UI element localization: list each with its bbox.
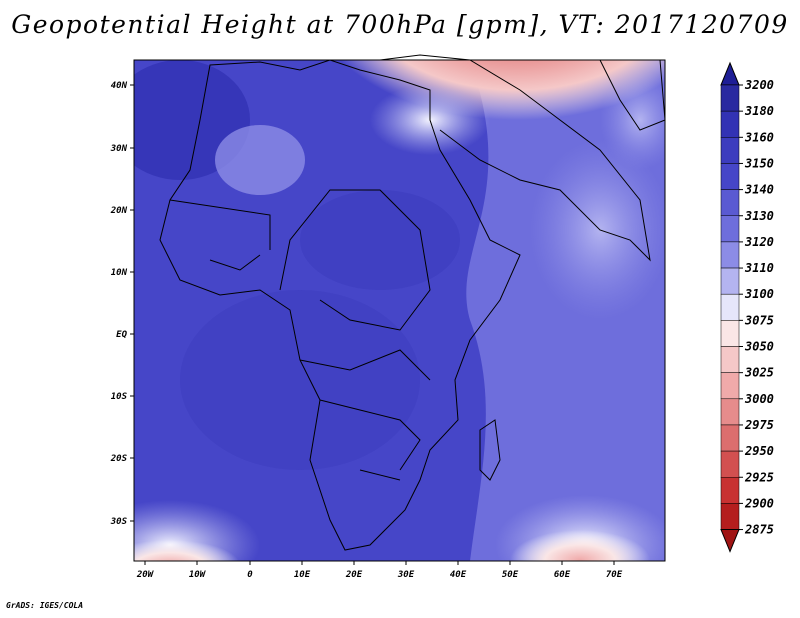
colorbar-label: 2875 xyxy=(744,523,774,537)
x-tick-label: 40E xyxy=(450,570,467,580)
map-title: Geopotential Height at 700hPa [gpm], VT:… xyxy=(11,10,789,39)
colorbar-label: 3000 xyxy=(744,392,774,406)
colorbar-label: 2950 xyxy=(744,444,774,458)
y-tick-label: 40N xyxy=(111,81,128,91)
colorbar-swatch xyxy=(720,398,740,426)
x-tick-label: 70E xyxy=(606,570,623,580)
colorbar-label: 3140 xyxy=(744,183,774,197)
x-tick-label: 20E xyxy=(345,570,363,580)
x-tick-label: 30E xyxy=(397,570,415,580)
colorbar-label: 2900 xyxy=(744,496,774,510)
geopotential-field xyxy=(134,60,665,561)
y-tick-label: 10S xyxy=(111,392,128,402)
colorbar-label: 3050 xyxy=(744,340,774,354)
colorbar-label: 3180 xyxy=(744,104,774,118)
colorbar-swatch xyxy=(720,503,740,530)
x-tick-label: 10W xyxy=(189,570,207,580)
colorbar-label: 3160 xyxy=(744,130,774,144)
colorbar-swatch xyxy=(720,320,740,347)
y-tick-label: 10N xyxy=(111,268,128,278)
map-frame xyxy=(133,59,666,562)
colorbar-swatch xyxy=(720,215,740,243)
colorbar-label: 3075 xyxy=(744,313,774,327)
colorbar-top-arrow xyxy=(720,61,740,86)
colorbar-label: 3100 xyxy=(744,287,774,301)
colorbar-swatch xyxy=(720,189,740,217)
y-tick-label: 30S xyxy=(110,517,128,527)
colorbar-label: 2925 xyxy=(744,470,774,484)
colorbar-label: 2975 xyxy=(744,418,774,432)
colorbar-swatch xyxy=(720,110,740,138)
colorbar-swatch xyxy=(720,424,740,452)
x-axis-ticks: 20W 10W 0 10E 20E 30E 40E 50E 60E 70E xyxy=(136,561,623,580)
x-tick-label: 20W xyxy=(136,570,155,580)
y-tick-label: 30N xyxy=(110,144,128,154)
colorbar-label: 3150 xyxy=(744,156,774,170)
colorbar-swatch xyxy=(720,267,740,295)
colorbar-swatch xyxy=(720,84,740,112)
x-tick-label: 0 xyxy=(247,570,253,580)
x-tick-label: 10E xyxy=(294,570,311,580)
colorbar-label: 3110 xyxy=(744,261,774,275)
colorbar-swatch xyxy=(720,293,740,321)
y-tick-label: 20S xyxy=(110,454,128,464)
colorbar-label: 3120 xyxy=(744,235,774,249)
colorbar-swatch xyxy=(720,346,740,373)
y-tick-label: 20N xyxy=(110,206,128,216)
colorbar-label: 3200 xyxy=(744,78,774,92)
colorbar-swatch xyxy=(720,450,740,478)
colorbar-label: 3130 xyxy=(744,209,774,223)
colorbar-label: 3025 xyxy=(744,366,774,380)
colorbar-swatch xyxy=(720,372,740,400)
y-tick-label: EQ xyxy=(116,330,127,340)
colorbar-swatch xyxy=(720,163,740,190)
coastlines xyxy=(159,54,666,551)
y-axis-ticks: 40N 30N 20N 10N EQ 10S 20S 30S xyxy=(110,81,134,527)
colorbar-swatch xyxy=(720,137,740,164)
x-tick-label: 60E xyxy=(554,570,571,580)
grads-credit: GrADS: IGES/COLA xyxy=(6,601,84,610)
colorbar: 3200 3180 3160 3150 3140 3130 3120 3110 3100 3075… xyxy=(720,61,774,553)
colorbar-swatch xyxy=(720,477,740,504)
colorbar-swatch xyxy=(720,241,740,269)
colorbar-bottom-arrow xyxy=(720,529,740,553)
x-tick-label: 50E xyxy=(502,570,519,580)
